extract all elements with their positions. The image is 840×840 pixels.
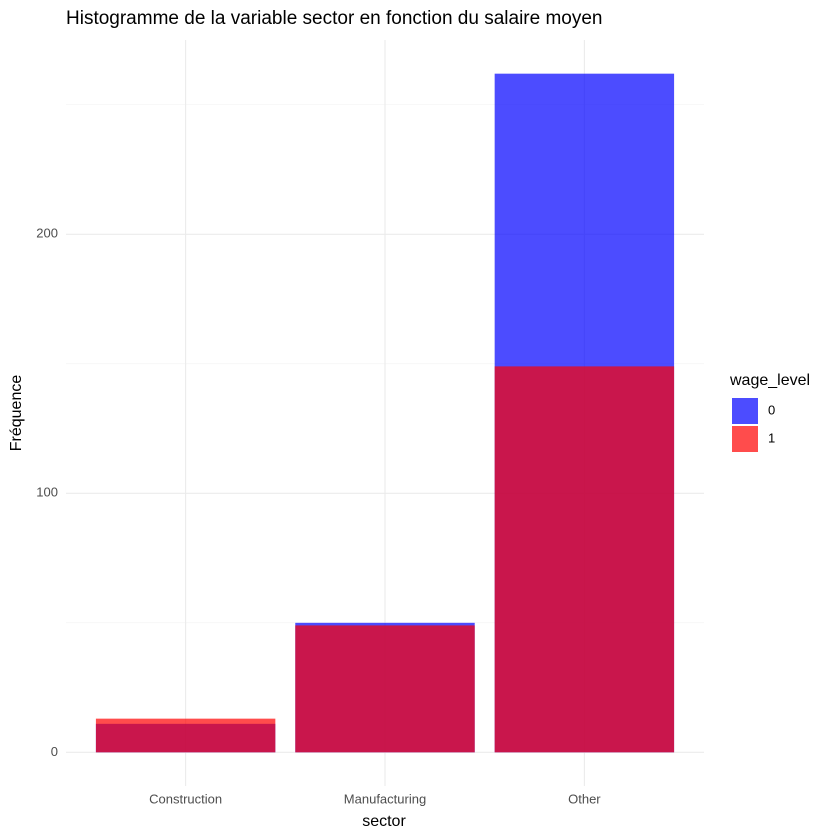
legend-label: 1 — [768, 430, 775, 445]
legend-label: 0 — [768, 402, 775, 417]
x-axis-label: sector — [362, 813, 406, 830]
legend-title: wage_level — [729, 372, 810, 389]
bar — [494, 366, 675, 753]
y-tick-label: 0 — [51, 744, 58, 759]
y-tick-label: 200 — [36, 226, 58, 241]
legend-key — [732, 398, 758, 424]
y-tick-label: 100 — [36, 485, 58, 500]
x-tick-label: Construction — [149, 791, 222, 806]
bar — [95, 718, 276, 753]
x-tick-label: Other — [568, 791, 601, 806]
legend-key — [732, 426, 758, 452]
x-tick-label: Manufacturing — [344, 791, 426, 806]
bar — [295, 625, 475, 753]
y-axis-label: Fréquence — [8, 375, 25, 452]
chart-title: Histogramme de la variable sector en fon… — [66, 8, 603, 29]
